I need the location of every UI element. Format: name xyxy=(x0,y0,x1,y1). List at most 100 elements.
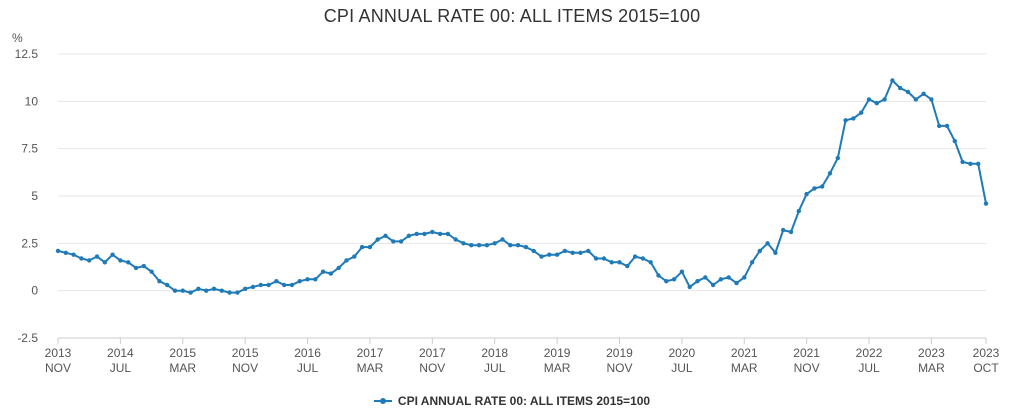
data-point[interactable]: 2016-10: 0.9 xyxy=(328,271,334,276)
data-point[interactable]: 2017-12: 3 xyxy=(437,231,443,237)
data-point[interactable]: 2015-12: 0.2 xyxy=(250,284,256,290)
data-point[interactable]: 2023-04: 8.7 xyxy=(937,123,942,129)
data-point[interactable]: 2017-11: 3.1 xyxy=(430,229,435,235)
data-point[interactable]: 2019-04: 2.1 xyxy=(562,248,568,254)
data-point[interactable]: 2021-02: 0.4 xyxy=(734,280,739,286)
data-point[interactable]: 2018-07: 2.5 xyxy=(492,241,497,246)
data-point[interactable]: 2018-05: 2.4 xyxy=(476,243,482,248)
data-point[interactable]: 2014-05: 1.5 xyxy=(102,260,108,265)
data-point[interactable]: 2016-12: 1.6 xyxy=(344,258,349,263)
data-point[interactable]: 2022-09: 10.1 xyxy=(882,97,887,102)
data-point[interactable]: 2019-08: 1.7 xyxy=(593,256,599,261)
data-point[interactable]: 2016-02: 0.3 xyxy=(266,282,271,288)
data-point[interactable]: 2020-06: 0.6 xyxy=(671,277,677,282)
data-point[interactable]: 2019-07: 2.1 xyxy=(586,248,591,254)
data-point[interactable]: 2019-01: 1.8 xyxy=(539,254,544,259)
data-point[interactable]: 2021-01: 0.7 xyxy=(726,275,731,280)
data-point[interactable]: 2019-12: 1.3 xyxy=(625,263,630,269)
data-point[interactable]: 2018-12: 2.1 xyxy=(531,248,536,254)
data-point[interactable]: 2015-11: 0.1 xyxy=(243,286,248,291)
data-point[interactable]: 2018-10: 2.4 xyxy=(515,243,521,248)
data-point[interactable]: 2020-02: 1.7 xyxy=(640,256,646,261)
data-point[interactable]: 2022-06: 9.4 xyxy=(859,110,864,115)
data-point[interactable]: 2016-05: 0.3 xyxy=(289,282,295,288)
data-point[interactable]: 2019-03: 1.9 xyxy=(554,252,560,257)
data-point[interactable]: 2022-11: 10.7 xyxy=(898,85,903,91)
data-point[interactable]: 2023-03: 10.1 xyxy=(929,97,934,102)
data-point[interactable]: 2015-02: 0 xyxy=(172,288,178,293)
data-point[interactable]: 2020-07: 1 xyxy=(679,269,685,274)
data-point[interactable]: 2015-08: 0 xyxy=(219,288,224,293)
data-point[interactable]: 2021-12: 5.4 xyxy=(812,186,817,191)
data-point[interactable]: 2015-01: 0.3 xyxy=(165,282,170,288)
data-point[interactable]: 2014-07: 1.6 xyxy=(118,258,123,263)
data-point[interactable]: 2023-02: 10.4 xyxy=(921,91,926,97)
data-point[interactable]: 2016-11: 1.2 xyxy=(336,265,341,271)
data-point[interactable]: 2017-02: 2.3 xyxy=(359,244,365,250)
data-point[interactable]: 2018-08: 2.7 xyxy=(500,237,505,242)
data-point[interactable]: 2016-03: 0.5 xyxy=(274,279,279,284)
data-point[interactable]: 2016-08: 0.6 xyxy=(313,277,318,282)
data-point[interactable]: 2013-11: 2.1 xyxy=(55,248,61,254)
data-point[interactable]: 2020-10: 0.7 xyxy=(703,275,708,280)
data-point[interactable]: 2023-05: 8.7 xyxy=(944,123,950,129)
data-point[interactable]: 2019-06: 2 xyxy=(578,250,583,255)
data-point[interactable]: 2014-06: 1.9 xyxy=(110,252,115,257)
legend[interactable]: CPI ANNUAL RATE 00: ALL ITEMS 2015=100 xyxy=(0,394,1024,408)
data-point[interactable]: 2021-06: 2.5 xyxy=(765,241,770,246)
data-point[interactable]: 2021-03: 0.7 xyxy=(742,275,747,280)
data-point[interactable]: 2018-01: 3 xyxy=(445,231,451,237)
data-point[interactable]: 2020-03: 1.5 xyxy=(648,260,653,265)
data-point[interactable]: 2017-01: 1.8 xyxy=(352,254,357,259)
data-point[interactable]: 2017-09: 3 xyxy=(414,231,419,237)
data-point[interactable]: 2018-06: 2.4 xyxy=(484,243,490,248)
data-point[interactable]: 2020-09: 0.5 xyxy=(695,279,700,284)
data-point[interactable]: 2020-05: 0.5 xyxy=(664,279,669,284)
data-point[interactable]: 2016-09: 1 xyxy=(320,269,326,274)
data-point[interactable]: 2018-02: 2.7 xyxy=(453,237,458,242)
data-point[interactable]: 2019-02: 1.9 xyxy=(547,252,552,257)
data-point[interactable]: 2016-01: 0.3 xyxy=(258,282,263,288)
data-point[interactable]: 2016-06: 0.5 xyxy=(297,279,302,284)
data-point[interactable]: 2016-04: 0.3 xyxy=(282,282,287,288)
data-point[interactable]: 2023-07: 6.8 xyxy=(960,159,965,165)
data-point[interactable]: 2020-04: 0.8 xyxy=(656,273,661,278)
data-point[interactable]: 2023-10: 4.6 xyxy=(983,201,989,206)
data-point[interactable]: 2019-05: 2 xyxy=(570,250,575,255)
data-point[interactable]: 2018-03: 2.5 xyxy=(461,241,466,246)
data-point[interactable]: 2021-04: 1.5 xyxy=(749,260,755,265)
data-point[interactable]: 2015-07: 0.1 xyxy=(211,286,217,291)
data-point[interactable]: 2021-11: 5.1 xyxy=(804,191,809,197)
data-point[interactable]: 2021-10: 4.2 xyxy=(796,208,801,214)
data-point[interactable]: 2016-07: 0.6 xyxy=(305,277,310,282)
data-point[interactable]: 2015-06: 0 xyxy=(204,288,209,293)
data-point[interactable]: 2023-08: 6.7 xyxy=(968,161,973,166)
data-point[interactable]: 2023-01: 10.1 xyxy=(913,97,918,102)
data-point[interactable]: 2022-02: 6.2 xyxy=(827,171,833,176)
data-point[interactable]: 2014-09: 1.2 xyxy=(133,265,139,271)
data-point[interactable]: 2022-07: 10.1 xyxy=(866,97,872,102)
data-point[interactable]: 2015-05: 0.1 xyxy=(196,286,201,291)
data-point[interactable]: 2020-08: 0.2 xyxy=(687,284,692,290)
data-point[interactable]: 2018-09: 2.4 xyxy=(508,243,513,248)
data-point[interactable]: 2023-06: 7.9 xyxy=(952,138,957,144)
data-point[interactable]: 2017-05: 2.9 xyxy=(383,233,388,238)
data-point[interactable]: 2021-05: 2.1 xyxy=(757,248,762,254)
data-point[interactable]: 2017-06: 2.6 xyxy=(391,239,396,244)
data-point[interactable]: 2014-12: 0.5 xyxy=(157,279,162,284)
data-point[interactable]: 2014-04: 1.8 xyxy=(94,254,100,259)
data-point[interactable]: 2022-12: 10.5 xyxy=(905,89,911,95)
data-point[interactable]: 2021-07: 2 xyxy=(773,250,778,255)
data-point[interactable]: 2019-09: 1.7 xyxy=(601,256,607,261)
data-point[interactable]: 2018-11: 2.3 xyxy=(523,244,529,250)
data-point[interactable]: 2018-04: 2.4 xyxy=(469,243,474,248)
data-point[interactable]: 2014-01: 1.9 xyxy=(71,252,76,257)
data-point[interactable]: 2017-10: 3 xyxy=(422,231,427,237)
data-point[interactable]: 2015-10: -0.1 xyxy=(235,290,240,295)
data-point[interactable]: 2017-07: 2.6 xyxy=(398,239,404,244)
data-point[interactable]: 2017-03: 2.3 xyxy=(367,244,373,250)
data-point[interactable]: 2014-02: 1.7 xyxy=(79,256,84,261)
data-point[interactable]: 2022-01: 5.5 xyxy=(820,184,825,189)
data-point[interactable]: 2022-03: 7 xyxy=(835,155,840,161)
data-point[interactable]: 2017-04: 2.7 xyxy=(375,237,380,242)
